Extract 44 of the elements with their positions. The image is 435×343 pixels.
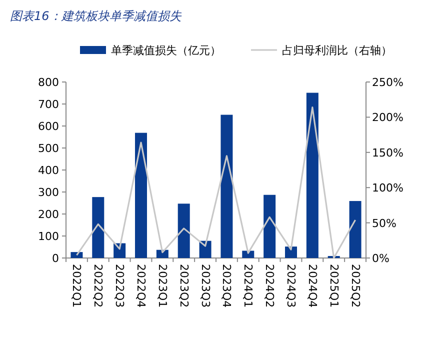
bar (242, 250, 254, 258)
y-tick-label: 600 (38, 120, 59, 133)
x-tick-label: 2022Q4 (134, 264, 148, 308)
line-series (76, 106, 356, 259)
bar (70, 252, 83, 258)
x-tick-label: 2023Q1 (156, 264, 169, 308)
y-tick-label: 100 (38, 230, 59, 243)
x-tick-label: 2025Q1 (327, 264, 340, 308)
y2-tick-label: 200% (372, 111, 404, 124)
x-tick-label: 2024Q1 (242, 264, 255, 308)
x-tick-label: 2023Q2 (177, 264, 190, 308)
x-tick-label: 2024Q2 (263, 264, 276, 308)
chart-title: 图表16：建筑板块单季减值损失 (10, 9, 182, 23)
bar (306, 92, 318, 258)
bar (349, 201, 362, 258)
x-tick-label: 2022Q1 (70, 264, 84, 308)
y-tick-label: 300 (38, 186, 59, 199)
y2-tick-label: 100% (372, 182, 404, 195)
x-tick-label: 2025Q2 (348, 264, 362, 308)
x-tick-label: 2022Q3 (113, 264, 126, 308)
bar (92, 197, 104, 258)
x-tick-label: 2023Q3 (198, 264, 212, 308)
y2-tick-label: 0% (372, 252, 390, 265)
x-tick-label: 2024Q4 (306, 264, 319, 308)
y-tick-label: 700 (38, 98, 59, 111)
legend-label: 占归母利润比（右轴） (282, 44, 392, 57)
bar (135, 132, 147, 258)
x-tick-label: 2023Q4 (220, 264, 234, 308)
bar (220, 114, 233, 258)
y-tick-label: 0 (52, 252, 59, 265)
bar (156, 250, 168, 258)
legend-label: 单季减值损失（亿元） (111, 44, 221, 57)
bar (178, 204, 190, 258)
y2-tick-label: 150% (372, 146, 404, 160)
y-tick-label: 800 (38, 76, 59, 89)
x-tick-label: 2022Q2 (92, 264, 105, 308)
bar (285, 246, 297, 258)
y2-tick-label: 250% (372, 76, 404, 89)
y2-tick-label: 50% (372, 216, 396, 230)
y-tick-label: 200 (38, 208, 59, 221)
y-tick-label: 500 (38, 142, 59, 155)
x-tick-label: 2024Q3 (284, 264, 298, 308)
y-tick-label: 400 (38, 164, 59, 177)
bar (264, 194, 276, 258)
